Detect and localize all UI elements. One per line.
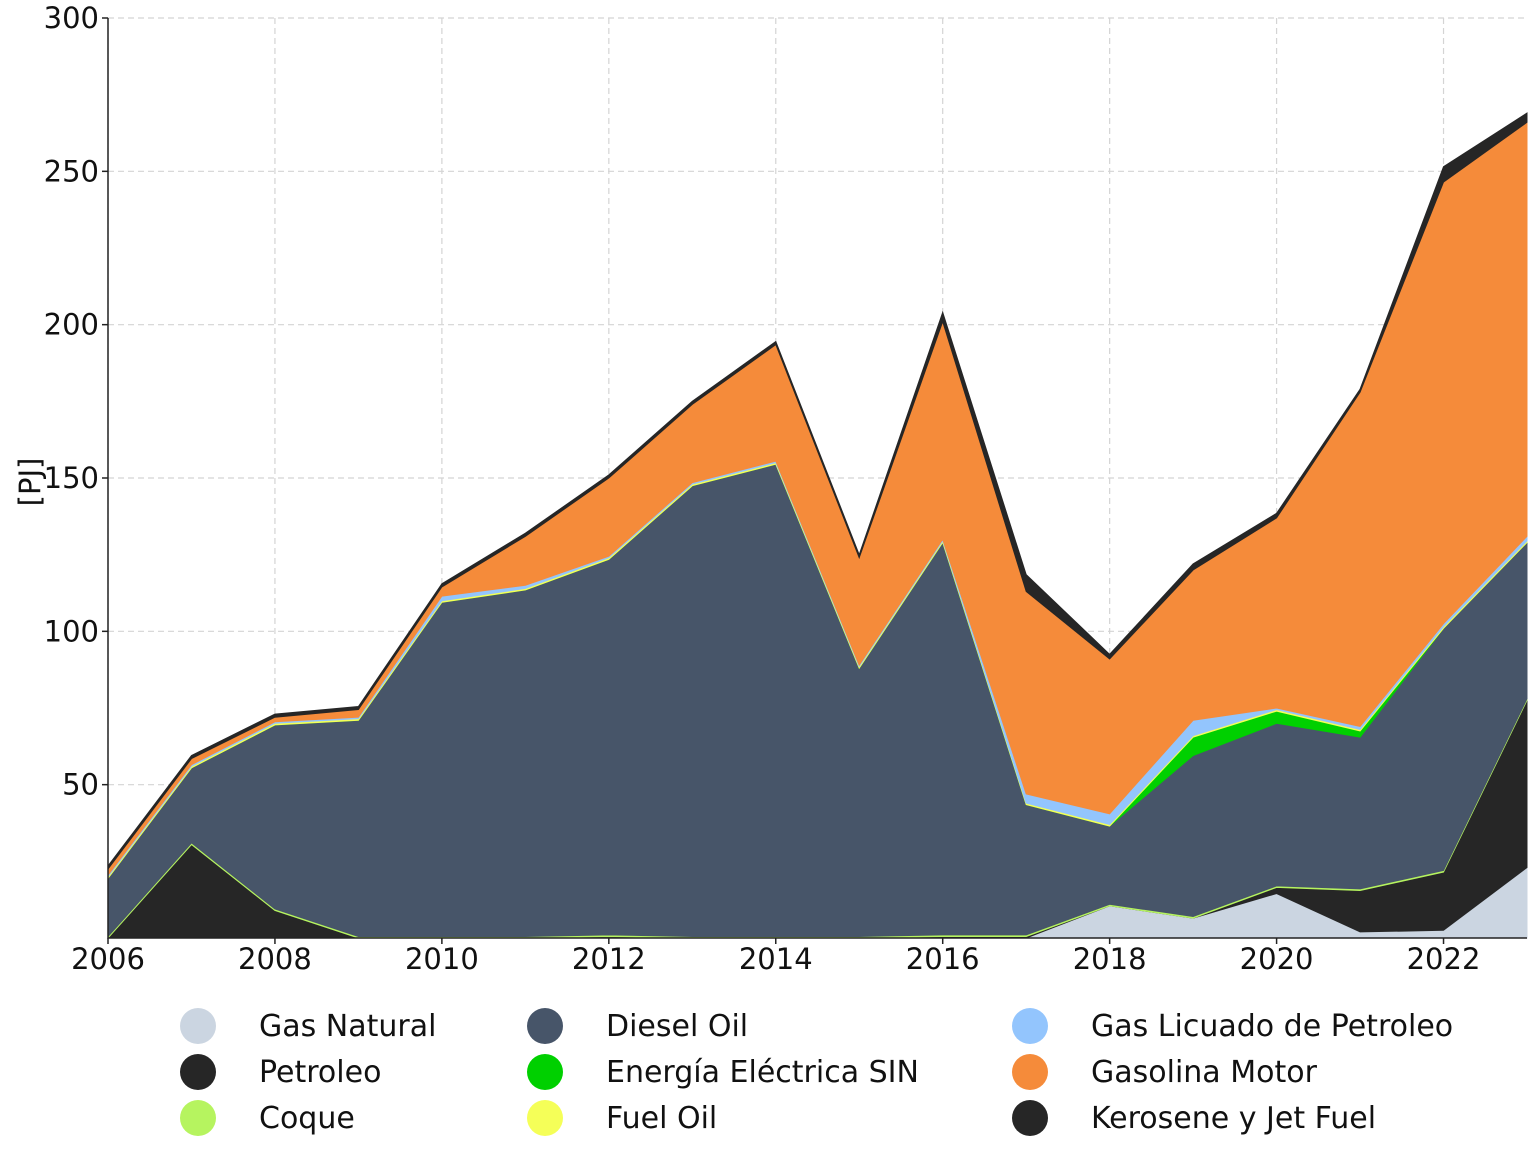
- legend-swatch: [527, 1100, 563, 1136]
- legend-swatch: [1012, 1008, 1048, 1044]
- y-tick-label: 100: [44, 614, 99, 648]
- y-tick-label: 150: [44, 461, 99, 495]
- x-tick-label: 2010: [405, 942, 479, 976]
- legend-item: Gasolina Motor: [1012, 1049, 1317, 1095]
- legend-item: Gas Licuado de Petroleo: [1012, 1003, 1453, 1049]
- y-tick-label: 50: [62, 768, 99, 802]
- legend-swatch: [1012, 1054, 1048, 1090]
- legend-swatch: [527, 1008, 563, 1044]
- y-axis-label: [PJ]: [13, 458, 47, 507]
- area-kerosene-y-jet-fuel: [107, 112, 1528, 871]
- x-tick-label: 2014: [739, 942, 813, 976]
- legend-label: Gasolina Motor: [1091, 1054, 1317, 1090]
- y-tick-label: 300: [44, 1, 99, 35]
- x-tick-label: 2022: [1407, 942, 1481, 976]
- x-tick-label: 2006: [71, 942, 145, 976]
- y-tick-label: 250: [44, 154, 99, 188]
- legend-swatch: [1012, 1100, 1048, 1136]
- stacked-area-chart: 2006 2008 2010 2012 2014 2016 2018 2020 2022 50 10…: [13, 1, 1528, 976]
- legend-label: Gas Natural: [259, 1008, 437, 1044]
- x-tick-label: 2018: [1073, 942, 1147, 976]
- area-series: [106, 112, 1528, 940]
- legend-item: Coque: [180, 1095, 355, 1141]
- legend-item: Energía Eléctrica SIN: [527, 1049, 919, 1095]
- legend-label: Gas Licuado de Petroleo: [1091, 1008, 1454, 1044]
- legend-label: Energía Eléctrica SIN: [606, 1054, 919, 1090]
- y-tick-label: 200: [44, 308, 99, 342]
- x-tick-label: 2020: [1240, 942, 1314, 976]
- legend-label: Kerosene y Jet Fuel: [1091, 1100, 1377, 1136]
- legend: Gas Natural Petroleo Coque Diesel Oil Energí…: [0, 995, 1536, 1155]
- x-tick-label: 2012: [572, 942, 646, 976]
- legend-item: Fuel Oil: [527, 1095, 717, 1141]
- legend-label: Fuel Oil: [606, 1100, 718, 1136]
- legend-label: Petroleo: [259, 1054, 382, 1090]
- legend-swatch: [180, 1008, 216, 1044]
- legend-item: Diesel Oil: [527, 1003, 748, 1049]
- legend-item: Gas Natural: [180, 1003, 436, 1049]
- x-tick-label: 2008: [238, 942, 312, 976]
- legend-label: Coque: [259, 1100, 355, 1136]
- x-tick-label: 2016: [906, 942, 980, 976]
- legend-label: Diesel Oil: [606, 1008, 749, 1044]
- legend-item: Kerosene y Jet Fuel: [1012, 1095, 1376, 1141]
- legend-item: Petroleo: [180, 1049, 381, 1095]
- legend-swatch: [180, 1100, 216, 1136]
- legend-swatch: [180, 1054, 216, 1090]
- axes: 2006 2008 2010 2012 2014 2016 2018 2020 2022 50 10…: [44, 1, 1527, 976]
- legend-swatch: [527, 1054, 563, 1090]
